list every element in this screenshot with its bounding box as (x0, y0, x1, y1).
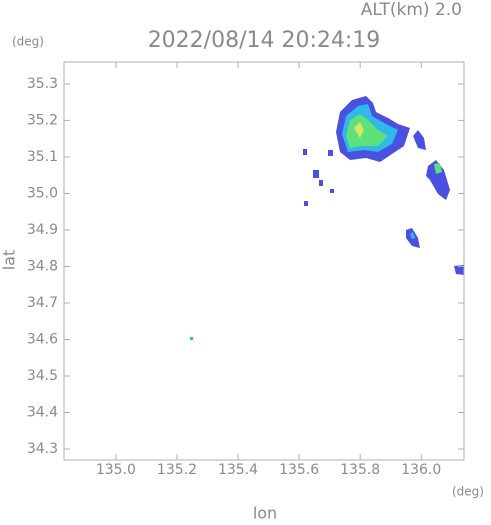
echo (410, 232, 415, 239)
echo (304, 201, 308, 206)
y-tick-label: 34.6 (27, 332, 58, 348)
y-tick-label: 34.3 (27, 441, 58, 457)
altitude-label: ALT(km) 2.0 (361, 0, 462, 20)
x-unit: (deg) (452, 485, 484, 499)
y-tick-label: 35.3 (27, 76, 58, 92)
y-tick-label: 34.9 (27, 222, 58, 238)
y-axis-label: lat (0, 250, 19, 271)
y-tick-label: 34.8 (27, 258, 58, 274)
echo (190, 337, 193, 340)
y-tick-label: 35.0 (27, 185, 58, 201)
echo (346, 114, 388, 148)
y-tick-label: 35.1 (27, 149, 58, 165)
chart-title: 2022/08/14 20:24:19 (148, 28, 381, 53)
y-tick-label: 35.2 (27, 112, 58, 128)
echo (413, 130, 426, 150)
y-tick-label: 34.5 (27, 368, 58, 384)
echo (303, 149, 307, 155)
y-unit: (deg) (12, 35, 44, 49)
echo (354, 122, 364, 138)
x-tick-label: 135.0 (96, 462, 136, 478)
echo (434, 163, 442, 174)
echo (328, 150, 333, 156)
echo (319, 180, 323, 186)
x-tick-label: 135.4 (218, 462, 258, 478)
plot-frame (63, 61, 465, 461)
x-tick-label: 136.0 (401, 462, 441, 478)
x-tick-label: 135.2 (157, 462, 197, 478)
echo (426, 160, 450, 200)
radar-echoes (190, 96, 464, 340)
echo (330, 189, 334, 193)
echo (454, 265, 464, 275)
y-tick-label: 34.4 (27, 405, 58, 421)
y-tick-label: 34.7 (27, 295, 58, 311)
echo (313, 170, 319, 178)
x-axis-label: lon (253, 504, 277, 522)
x-tick-label: 135.6 (279, 462, 319, 478)
x-tick-label: 135.8 (340, 462, 380, 478)
